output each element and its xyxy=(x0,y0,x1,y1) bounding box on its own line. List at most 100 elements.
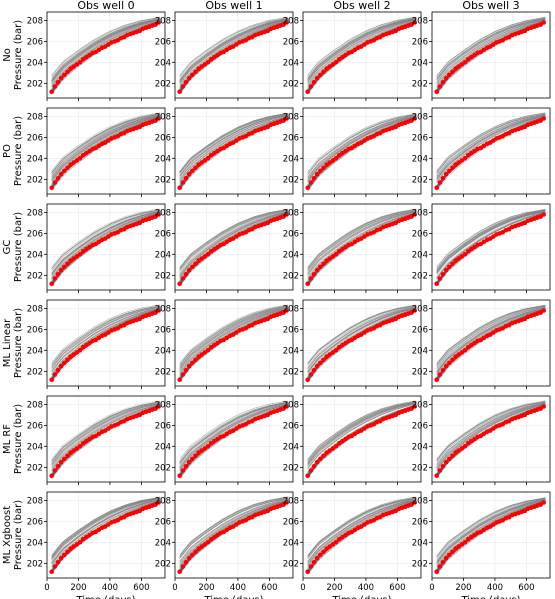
obs-point xyxy=(156,404,161,409)
obs-point xyxy=(541,212,546,217)
obs-point xyxy=(177,89,182,94)
ensemble-line xyxy=(179,115,289,181)
ensemble-line xyxy=(436,401,546,463)
ensemble-line xyxy=(307,500,417,571)
obs-point xyxy=(447,360,452,366)
ensemble-line xyxy=(179,211,289,276)
obs-point xyxy=(186,75,192,81)
ensemble-line xyxy=(179,117,289,188)
ensemble-line xyxy=(179,405,289,475)
truth-line xyxy=(435,308,546,381)
ensemble-line xyxy=(179,496,289,556)
ensemble-line xyxy=(51,403,161,470)
obs-point xyxy=(443,171,449,177)
ensemble-line xyxy=(51,499,161,563)
ensemble-line xyxy=(307,404,417,473)
ensemble-line xyxy=(307,309,417,377)
ensemble-line xyxy=(436,500,546,569)
ensemble-line xyxy=(179,304,289,365)
y-tick-label: 208 xyxy=(27,400,43,410)
ensemble-line xyxy=(51,500,161,569)
truth-line xyxy=(435,500,546,573)
column-title: Obs well 3 xyxy=(462,0,519,12)
ensemble-line xyxy=(51,18,161,84)
ensemble-line xyxy=(307,404,417,473)
ensemble-line xyxy=(51,400,161,459)
ensemble-line xyxy=(179,500,289,571)
obs-point xyxy=(193,165,198,171)
ensemble-line xyxy=(179,114,289,179)
obs-point xyxy=(450,357,455,363)
ensemble-line xyxy=(436,500,546,571)
ensemble-line xyxy=(436,501,546,574)
ensemble-line xyxy=(307,213,417,284)
ensemble-line xyxy=(51,308,161,375)
ensemble-line xyxy=(179,20,289,91)
x-tick-label: 400 xyxy=(487,583,503,593)
y-tick-label: 206 xyxy=(155,133,171,143)
y-tick-label: 208 xyxy=(155,16,171,26)
ensemble-line xyxy=(51,403,161,468)
obs-point xyxy=(177,185,182,190)
obs-point xyxy=(434,281,440,287)
y-tick-label: 202 xyxy=(27,367,43,377)
obs-point xyxy=(314,363,320,369)
ensemble-line xyxy=(51,116,161,183)
ensemble-line xyxy=(51,19,161,86)
ensemble-line xyxy=(307,307,417,370)
ensemble-line xyxy=(436,306,546,372)
obs-point xyxy=(308,180,314,185)
obs-point xyxy=(193,549,198,555)
ensemble-line xyxy=(179,21,289,91)
ensemble-line xyxy=(179,213,289,284)
obs-point xyxy=(55,80,61,85)
ensemble-line xyxy=(436,500,546,570)
obs-point xyxy=(333,540,339,545)
ensemble-line xyxy=(307,113,417,174)
y-tick-label: 208 xyxy=(412,208,428,218)
y-tick-label: 204 xyxy=(155,346,171,356)
obs-point xyxy=(314,459,320,465)
obs-point xyxy=(183,80,189,85)
ensemble-line xyxy=(179,117,289,189)
obs-point xyxy=(58,75,64,81)
y-tick-label: 206 xyxy=(283,325,299,335)
subplot-r4-c2: 202 204 206 208 xyxy=(283,395,422,485)
y-tick-label: 202 xyxy=(27,463,43,473)
obs-point xyxy=(450,261,455,267)
ensemble-line xyxy=(179,305,289,368)
obs-point xyxy=(541,500,546,505)
obs-point xyxy=(434,569,440,574)
obs-point xyxy=(180,372,186,377)
obs-point xyxy=(321,549,326,555)
ensemble-line xyxy=(179,499,289,566)
ensemble-line xyxy=(179,401,289,462)
ensemble-line xyxy=(51,20,161,90)
obs-point xyxy=(55,176,61,181)
y-tick-label: 208 xyxy=(283,208,299,218)
obs-point xyxy=(183,368,189,373)
y-tick-label: 204 xyxy=(283,538,299,548)
ensemble-line xyxy=(179,500,289,571)
ensemble-line xyxy=(307,21,417,90)
obs-point xyxy=(77,252,83,257)
ensemble-line xyxy=(307,498,417,562)
ensemble-line xyxy=(179,500,289,569)
ensemble-line xyxy=(51,501,161,573)
ensemble-line xyxy=(436,404,546,475)
obs-point xyxy=(440,368,446,373)
obs-point xyxy=(186,555,192,561)
x-tick-label: 600 xyxy=(518,583,534,593)
obs-point xyxy=(321,165,326,171)
obs-point xyxy=(205,156,211,161)
ensemble-line xyxy=(51,115,161,182)
x-tick-label: 400 xyxy=(358,583,374,593)
truth-line xyxy=(50,212,161,285)
ensemble-line xyxy=(307,213,417,285)
ensemble-line xyxy=(307,17,417,76)
ensemble-line xyxy=(436,213,546,285)
ensemble-line xyxy=(307,305,417,368)
truth-line xyxy=(306,308,417,381)
ensemble-line xyxy=(436,500,546,569)
axes-frame xyxy=(302,203,422,291)
